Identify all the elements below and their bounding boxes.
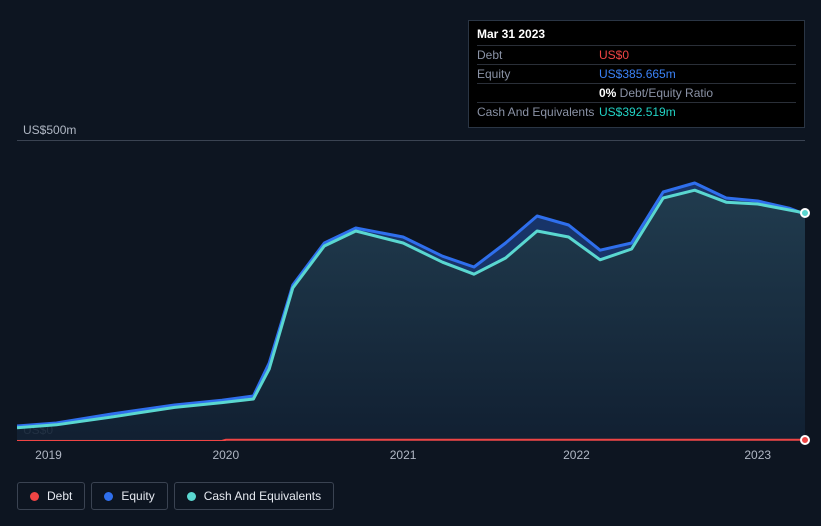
tooltip-date: Mar 31 2023 <box>477 27 796 41</box>
tooltip-value: US$385.665m <box>599 67 796 81</box>
ratio-label: Debt/Equity Ratio <box>616 86 713 100</box>
legend-label: Equity <box>121 489 154 503</box>
legend-label: Cash And Equivalents <box>204 489 321 503</box>
tooltip-value: US$392.519m <box>599 105 796 119</box>
tooltip-row-ratio: 0% Debt/Equity Ratio <box>477 83 796 102</box>
tooltip-row-debt: Debt US$0 <box>477 45 796 64</box>
legend-label: Debt <box>47 489 72 503</box>
tooltip-row-equity: Equity US$385.665m <box>477 64 796 83</box>
tooltip-row-cash: Cash And Equivalents US$392.519m <box>477 102 796 121</box>
legend-swatch <box>187 492 196 501</box>
chart-area: US$500m US$0 <box>17 125 805 445</box>
tooltip-label: Equity <box>477 67 599 81</box>
legend-item-cash[interactable]: Cash And Equivalents <box>174 482 334 510</box>
ratio-percent: 0% <box>599 86 616 100</box>
legend-swatch <box>104 492 113 501</box>
x-axis-tick: 2022 <box>563 448 590 462</box>
x-axis-tick: 2021 <box>390 448 417 462</box>
legend-item-equity[interactable]: Equity <box>91 482 167 510</box>
chart-marker <box>800 435 810 445</box>
chart-marker <box>800 208 810 218</box>
tooltip-value: 0% Debt/Equity Ratio <box>599 86 796 100</box>
tooltip-label: Debt <box>477 48 599 62</box>
x-axis-tick: 2020 <box>212 448 239 462</box>
chart-tooltip: Mar 31 2023 Debt US$0 Equity US$385.665m… <box>468 20 805 128</box>
chart-svg <box>17 141 805 441</box>
tooltip-value: US$0 <box>599 48 796 62</box>
y-axis-max-label: US$500m <box>23 123 76 137</box>
tooltip-label: Cash And Equivalents <box>477 105 599 119</box>
x-axis-tick: 2023 <box>744 448 771 462</box>
legend-item-debt[interactable]: Debt <box>17 482 85 510</box>
x-axis-tick: 2019 <box>35 448 62 462</box>
chart-legend: Debt Equity Cash And Equivalents <box>17 482 334 510</box>
legend-swatch <box>30 492 39 501</box>
tooltip-label <box>477 86 599 100</box>
x-axis: 2019 2020 2021 2022 2023 <box>17 448 805 478</box>
chart-plot[interactable] <box>17 140 805 440</box>
